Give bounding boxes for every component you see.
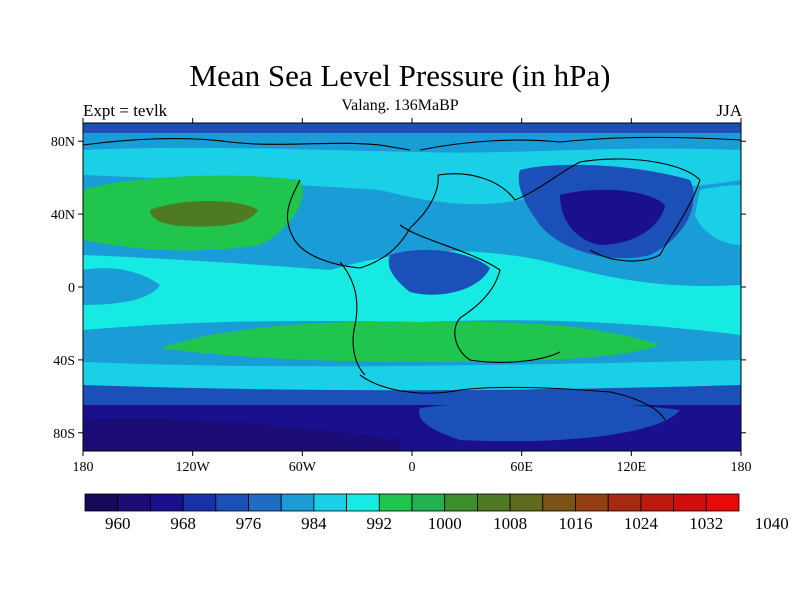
y-tick-label: 80N <box>51 135 75 150</box>
pressure-southern-high <box>160 321 660 362</box>
colorbar-label: 992 <box>367 514 393 533</box>
pressure-tethys-low <box>388 249 490 295</box>
season-label: JJA <box>716 101 742 120</box>
pressure-pacific-high-core <box>150 201 258 227</box>
pressure-antarctic-mid <box>419 401 680 442</box>
coast-antarctica <box>359 374 666 421</box>
colorbar-label: 1016 <box>559 514 593 533</box>
coast-eurasia <box>437 158 701 262</box>
x-tick-label: 120W <box>176 460 211 475</box>
colorbar-label: 1032 <box>689 514 723 533</box>
plot-title: Mean Sea Level Pressure (in hPa) <box>189 58 611 93</box>
colorbar-swatch <box>117 493 151 512</box>
coast-africa <box>399 224 561 363</box>
colorbar-swatch <box>705 493 740 512</box>
colorbar-swatch <box>509 493 544 512</box>
colorbar-swatch <box>542 493 576 512</box>
colorbar-swatch <box>84 493 119 512</box>
coastlines <box>83 136 741 421</box>
y-tick-label: 40N <box>51 208 75 223</box>
colorbar-label: 968 <box>170 514 196 533</box>
colorbar-label: 960 <box>105 514 131 533</box>
colorbar-swatch <box>575 493 609 512</box>
pressure-asian-low-core <box>560 189 665 245</box>
colorbar-swatch <box>313 493 347 512</box>
pressure-east-edge <box>695 185 741 245</box>
colorbar-swatch <box>607 493 642 512</box>
x-axis: 180 120W 60W 0 60E 120E 180 <box>73 118 752 475</box>
pressure-southern-ocean-core <box>83 419 400 451</box>
colorbar-swatch <box>149 493 184 512</box>
y-tick-label: 80S <box>53 427 75 442</box>
colorbar-swatch <box>444 493 478 512</box>
coast-north-america <box>286 174 439 269</box>
y-tick-label: 0 <box>68 281 75 296</box>
colorbar-swatch <box>640 493 675 512</box>
colorbar-swatch <box>378 493 413 512</box>
colorbar-swatch <box>215 493 249 512</box>
colorbar-swatch <box>411 493 446 512</box>
pressure-arctic <box>83 123 741 133</box>
colorbar-label: 1008 <box>493 514 527 533</box>
colorbar-swatch <box>476 493 511 512</box>
coast-south-america <box>339 261 366 376</box>
coast-arctic-north-america <box>83 138 411 151</box>
colorbar: 960 968 976 984 992 1000 1008 1016 1024 1032 1040 <box>84 493 789 533</box>
colorbar-swatch <box>280 493 315 512</box>
x-tick-label: 60W <box>289 460 317 475</box>
colorbar-swatch <box>673 493 707 512</box>
x-tick-label: 180 <box>73 460 94 475</box>
colorbar-label: 1040 <box>755 514 789 533</box>
y-axis: 80N 40N 0 40S 80S <box>51 135 746 442</box>
y-tick-label: 40S <box>53 354 75 369</box>
pressure-tropical-belt <box>83 251 741 335</box>
x-tick-label: 120E <box>617 460 647 475</box>
colorbar-label: 1000 <box>428 514 462 533</box>
x-tick-label: 0 <box>409 460 416 475</box>
colorbar-label: 976 <box>236 514 262 533</box>
pressure-field <box>83 123 741 451</box>
pressure-southern-cyan <box>83 360 741 391</box>
coast-arctic-eurasia <box>419 136 741 151</box>
x-tick-label: 60E <box>510 460 533 475</box>
colorbar-label: 984 <box>301 514 327 533</box>
colorbar-swatch <box>182 493 217 512</box>
experiment-label: Expt = tevlk <box>83 101 168 120</box>
pressure-pacific-equatorial <box>83 268 160 305</box>
colorbar-label: 1024 <box>624 514 659 533</box>
x-tick-label: 180 <box>731 460 752 475</box>
plot-subtitle: Valang. 136MaBP <box>341 97 459 114</box>
colorbar-swatch <box>346 493 380 512</box>
colorbar-swatch <box>248 493 282 512</box>
